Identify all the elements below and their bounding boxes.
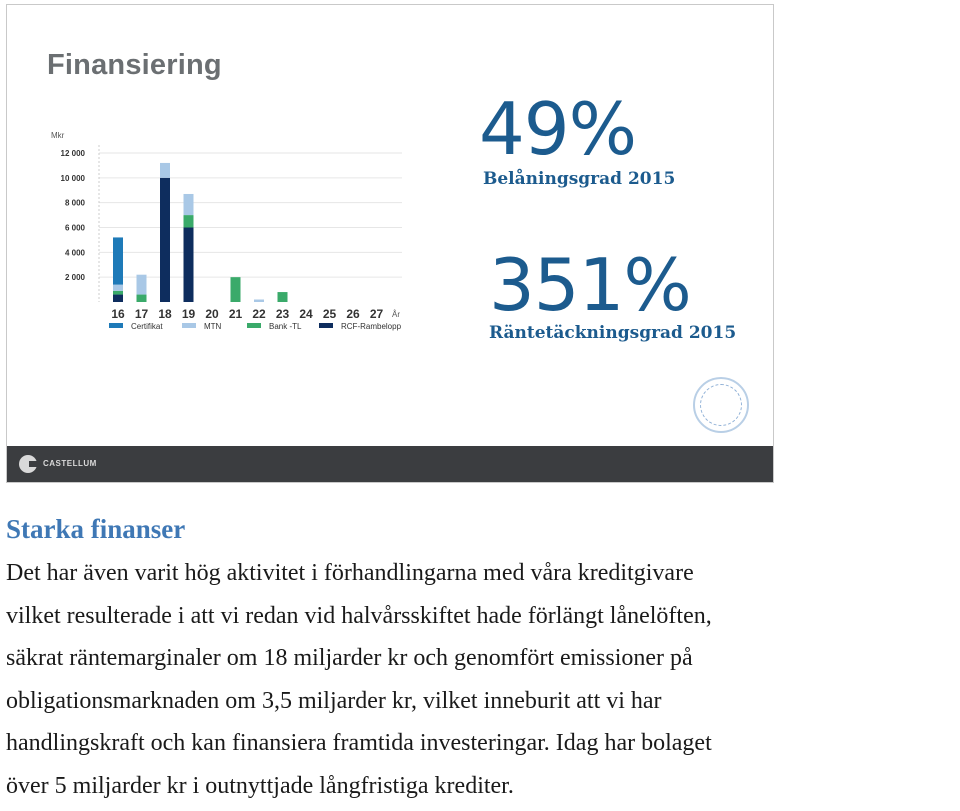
bar-certifikat	[113, 237, 123, 284]
y-tick-label: 6 000	[65, 224, 86, 233]
bar-bank-tl	[113, 291, 123, 295]
y-tick-label: 10 000	[61, 174, 86, 183]
article-line: vilket resulterade i att vi redan vid ha…	[6, 595, 956, 638]
bar-mtn	[160, 163, 170, 178]
financing-chart: Mkr 2 000 4 000 6 000 8 000 10 000 12 000 16 17 1…	[7, 5, 773, 445]
x-tick-label: 24	[299, 307, 313, 321]
x-tick-label: 25	[323, 307, 337, 321]
loan-to-value-label: Belåningsgrad 2015	[483, 169, 675, 189]
legend-label: Bank -TL	[269, 322, 302, 331]
x-tick-label: 26	[346, 307, 360, 321]
bar-mtn	[184, 194, 194, 215]
footer-brand: CASTELLUM	[43, 459, 97, 468]
y-tick-label: 2 000	[65, 273, 86, 282]
y-tick-label: 4 000	[65, 248, 86, 257]
y-tick-label: 12 000	[61, 149, 86, 158]
bar-rcf-rambelopp	[160, 178, 170, 302]
legend-swatch	[247, 323, 261, 328]
article-line: obligationsmarknaden om 3,5 miljarder kr…	[6, 680, 956, 723]
legend-label: Certifikat	[131, 322, 163, 331]
x-tick-label: 21	[229, 307, 243, 321]
bar-mtn	[254, 300, 264, 302]
article-heading: Starka finanser	[6, 512, 956, 546]
certification-badge-icon	[693, 377, 749, 433]
article-line: handlingskraft och kan finansiera framti…	[6, 722, 956, 765]
article-body: Det har även varit hög aktivitet i förha…	[6, 552, 956, 808]
y-tick-label: 8 000	[65, 199, 86, 208]
legend-swatch	[182, 323, 196, 328]
legend-swatch	[109, 323, 123, 328]
interest-coverage-label: Räntetäckningsgrad 2015	[489, 323, 736, 343]
article-line: säkrat räntemarginaler om 18 miljarder k…	[6, 637, 956, 680]
slide-footer: CASTELLUM	[7, 446, 773, 482]
bar-mtn	[137, 275, 147, 295]
loan-to-value-value: 49%	[479, 93, 636, 165]
x-tick-label: 18	[158, 307, 172, 321]
y-axis-label: Mkr	[51, 131, 65, 140]
legend-label: MTN	[204, 322, 222, 331]
bar-bank-tl	[278, 292, 288, 302]
x-tick-label: 19	[182, 307, 196, 321]
x-tick-label: 20	[205, 307, 219, 321]
bar-mtn	[113, 285, 123, 291]
bar-bank-tl	[184, 215, 194, 227]
legend-label: RCF-Rambelopp	[341, 322, 402, 331]
article-line: över 5 miljarder kr i outnyttjade långfr…	[6, 765, 956, 808]
article: Starka finanser Det har även varit hög a…	[6, 512, 956, 808]
legend-swatch	[319, 323, 333, 328]
x-tick-label: 22	[252, 307, 266, 321]
interest-coverage-value: 351%	[489, 249, 691, 321]
x-tick-label: 23	[276, 307, 290, 321]
x-tick-label: 16	[111, 307, 125, 321]
x-axis-suffix: År	[392, 310, 400, 319]
bar-rcf-rambelopp	[113, 295, 123, 302]
presentation-slide: Finansiering Mkr 2 000 4 000 6 000 8 000 10 0…	[6, 4, 774, 483]
x-tick-label: 27	[370, 307, 384, 321]
x-tick-label: 17	[135, 307, 149, 321]
bar-bank-tl	[137, 295, 147, 302]
bar-bank-tl	[231, 277, 241, 302]
article-line: Det har även varit hög aktivitet i förha…	[6, 552, 956, 595]
bar-rcf-rambelopp	[184, 228, 194, 303]
